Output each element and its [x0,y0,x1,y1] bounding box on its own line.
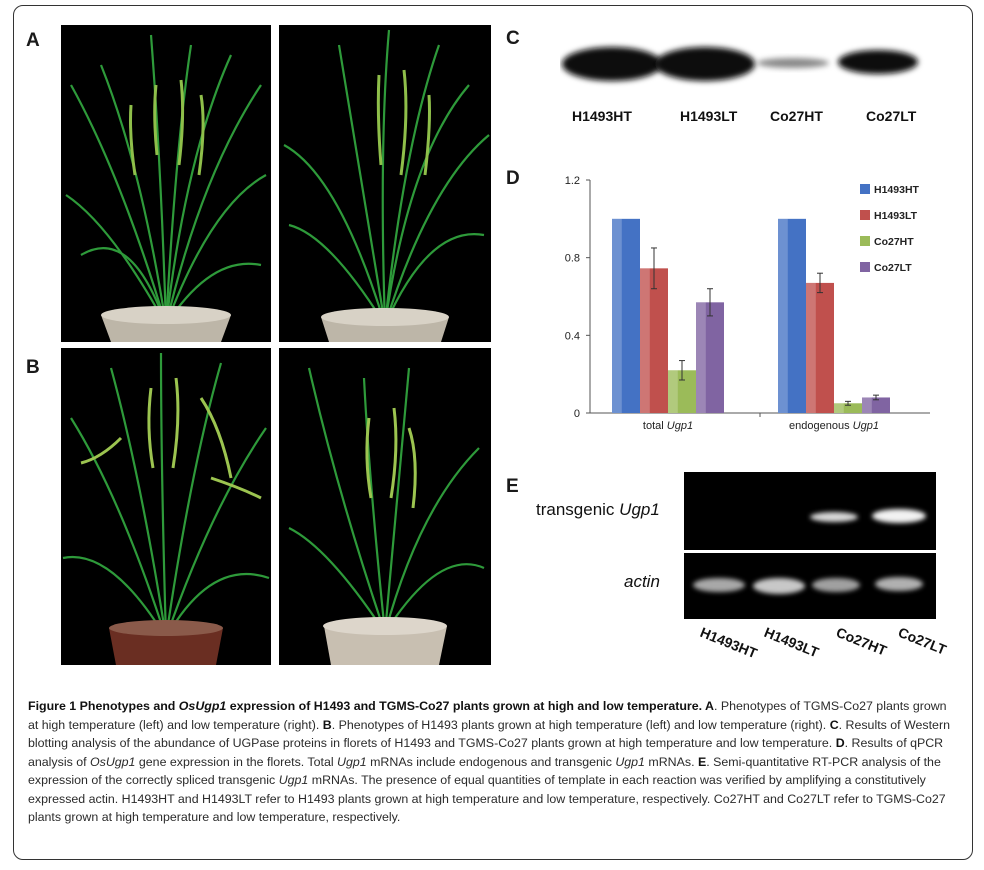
figure-caption: Figure 1 Phenotypes and OsUgp1 expressio… [28,699,950,824]
gel-band [693,578,745,592]
gel-row-label-actin: actin [624,572,660,591]
bar-highlight [862,397,872,413]
bar-highlight [612,218,622,413]
panel-label-e: E [506,476,519,497]
qpcr-bar-chart: 0 0.4 0.8 1.2 H1493HT H1493LT Co27HT Co27LT to… [565,175,930,432]
bar [696,288,724,413]
bar-highlight [778,218,788,413]
bar-highlight [640,268,650,413]
blot-band [838,50,918,74]
bar [612,218,640,413]
y-tick-label: 0 [574,408,580,420]
bar [806,272,834,413]
bar-highlight [834,403,844,413]
bar-rect [612,218,640,413]
legend-item: Co27HT [860,236,914,248]
blot-band [655,47,755,81]
legend-label: H1493LT [874,210,918,222]
bar-rect [834,403,862,413]
bar-rect [862,397,890,413]
gel-band [810,512,858,522]
y-tick-label: 1.2 [565,175,580,187]
legend-swatch [860,236,870,246]
rice-plant-image [283,29,490,342]
bar [640,247,668,413]
blot-lane-label: Co27HT [770,108,823,124]
bar [668,360,696,413]
gel-band [812,578,860,592]
blot-lane-label: H1493HT [572,108,632,124]
panel-label-b: B [26,357,40,378]
gel-band [872,509,926,523]
gel-band [875,577,923,591]
bar-rect [806,282,834,413]
blot-band [562,47,662,81]
legend-label: Co27HT [874,236,914,248]
y-tick-label: 0.4 [565,330,580,342]
legend-swatch [860,184,870,194]
blot-band [757,58,829,68]
legend-swatch [860,262,870,272]
legend-swatch [860,210,870,220]
x-tick-label: endogenous Ugp1 [789,420,879,432]
western-blot [562,47,918,81]
rice-plant-image [62,352,270,665]
bar-rect [696,302,724,413]
rice-plant-image [288,367,485,665]
blot-lane-label: H1493LT [680,108,738,124]
bar-highlight [668,370,678,413]
bar-rect [640,268,668,413]
panel-label-d: D [506,168,520,189]
bar [778,218,806,413]
panel-label-a: A [26,30,40,51]
blot-lane-label: Co27LT [866,108,917,124]
bar [862,394,890,413]
y-tick-label: 0.8 [565,253,580,265]
rice-plant-image [65,34,267,342]
gel-row-actin [684,553,936,619]
gel-band [753,578,805,594]
bar [834,400,862,413]
photo-co27-low-temp [279,25,491,342]
gel-row-transgenic [684,472,936,550]
photo-h1493-high-temp [61,348,271,665]
panel-label-c: C [506,28,520,49]
legend-item: H1493HT [860,184,920,196]
bar-highlight [696,302,706,413]
figure-frame [13,5,973,860]
x-tick-label: total Ugp1 [643,420,693,432]
legend-item: Co27LT [860,262,912,274]
bar-rect [778,218,806,413]
caption-title: Figure 1 Phenotypes and OsUgp1 expressio… [28,699,714,713]
legend-label: Co27LT [874,262,912,274]
photo-h1493-low-temp [279,348,491,665]
legend-label: H1493HT [874,184,920,196]
bar-highlight [806,282,816,413]
gel-row-label-transgenic: transgenic Ugp1 [536,500,660,519]
legend-item: H1493LT [860,210,918,222]
photo-co27-high-temp [61,25,271,342]
